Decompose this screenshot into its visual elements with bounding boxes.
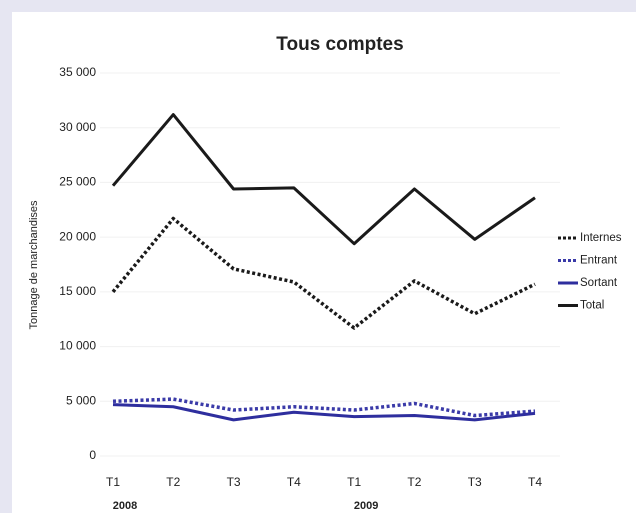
x-tick-label: T4	[528, 475, 542, 489]
x-group-label: 2008	[113, 500, 137, 512]
series-line	[112, 397, 536, 418]
x-tick-label: T2	[407, 475, 421, 489]
series-line	[111, 113, 536, 246]
legend-label: Sortant	[580, 277, 618, 289]
legend-label: Internes	[580, 232, 622, 244]
chart-title: Tous comptes	[276, 34, 403, 55]
legend-label: Total	[580, 300, 604, 312]
y-tick-label: 10 000	[59, 339, 96, 353]
x-tick-label: T1	[106, 475, 120, 489]
panel	[12, 12, 636, 513]
x-tick-label: T2	[166, 475, 180, 489]
y-tick-label: 15 000	[59, 284, 96, 298]
series-line	[112, 403, 536, 422]
y-axis-label: Tonnage de marchandises	[28, 200, 40, 330]
x-group-label: 2009	[354, 500, 378, 512]
y-tick-label: 30 000	[59, 120, 96, 134]
y-tick-label: 0	[89, 448, 96, 462]
y-tick-label: 25 000	[59, 175, 96, 189]
y-tick-label: 5 000	[66, 393, 96, 407]
y-tick-label: 20 000	[59, 229, 96, 243]
legend-label: Entrant	[580, 255, 618, 267]
x-tick-label: T4	[287, 475, 301, 489]
x-tick-label: T1	[347, 475, 361, 489]
y-tick-label: 35 000	[59, 65, 96, 79]
x-tick-label: T3	[227, 475, 241, 489]
x-tick-label: T3	[468, 475, 482, 489]
